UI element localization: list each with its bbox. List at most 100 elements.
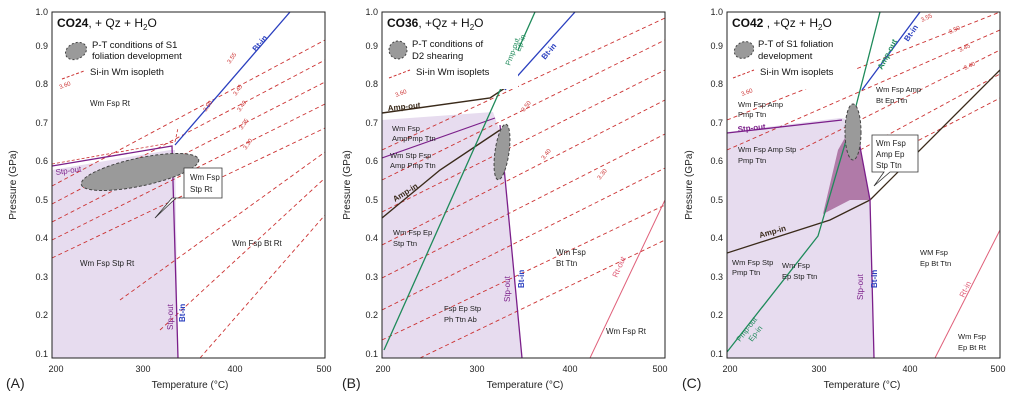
panel-c: 0.1 0.2 0.3 0.4 0.5 0.6 0.7 0.8 0.9 1.0 … (682, 7, 1006, 391)
y-tick: 0.7 (365, 118, 378, 128)
field-label: Wm Stp Fsp (390, 151, 431, 160)
line-label: Stp-out (856, 273, 865, 300)
line-label: Bt-in (540, 41, 559, 61)
x-tick: 300 (811, 364, 826, 374)
y-tick: 0.1 (365, 349, 378, 359)
field-label: Pmp Ttn (738, 156, 766, 165)
callout-text: Stp Rt (190, 185, 213, 194)
y-tick: 0.8 (35, 79, 48, 89)
field-label: Pmp Ttn (738, 110, 766, 119)
y-tick: 0.5 (710, 195, 723, 205)
field-label: Wm Fsp Amp Stp (738, 145, 796, 154)
y-tick: 0.9 (365, 41, 378, 51)
field-label: Stp Ttn (393, 239, 417, 248)
isopleth-label: 3.40 (963, 61, 977, 72)
x-axis-label: Temperature (°C) (824, 380, 901, 391)
y-ticks-b: 0.1 0.2 0.3 0.4 0.5 0.6 0.7 0.8 0.9 1.0 (365, 7, 378, 359)
line-label: Bt-in (178, 304, 187, 322)
legend-ellipse-text: foliation development (92, 51, 182, 62)
y-tick: 0.3 (710, 272, 723, 282)
y-tick: 1.0 (710, 7, 723, 17)
line-label: Rt-out (611, 255, 628, 279)
y-tick: 0.8 (710, 79, 723, 89)
x-tick: 200 (48, 364, 63, 374)
field-label: Bt Ttn (556, 259, 577, 268)
x-ticks-b: 200 300 400 500 (375, 364, 667, 374)
panel-letter: (C) (682, 375, 701, 391)
panel-a: 0.1 0.2 0.3 0.4 0.5 0.6 0.7 0.8 0.9 1.0 … (6, 7, 332, 391)
y-tick: 0.4 (35, 233, 48, 243)
field-label: Wm Fsp (556, 248, 586, 257)
legend-ellipse-text: development (758, 51, 813, 62)
legend-ellipse-text: P-T of S1 foliation (758, 39, 833, 50)
callout-text: Stp Ttn (876, 161, 902, 170)
y-axis-label: Pressure (GPa) (684, 150, 695, 219)
x-tick: 300 (135, 364, 150, 374)
y-tick: 0.8 (365, 79, 378, 89)
y-tick: 1.0 (365, 7, 378, 17)
legend-isopleth-text: Si-in Wm isoplets (416, 67, 490, 78)
line-label: Bt-in (517, 270, 526, 288)
x-tick: 400 (227, 364, 242, 374)
isopleth-label: 3.40 (541, 148, 553, 161)
x-axis-label: Temperature (°C) (152, 380, 229, 391)
panel-b: 0.1 0.2 0.3 0.4 0.5 0.6 0.7 0.8 0.9 1.0 … (342, 7, 668, 391)
y-axis-label: Pressure (GPa) (342, 150, 353, 219)
panel-title: CO42 , +Qz + H2O (732, 16, 832, 32)
line-label: Bt-in (902, 23, 920, 43)
x-tick: 500 (652, 364, 667, 374)
y-tick: 0.1 (710, 349, 723, 359)
y-tick: 0.2 (710, 310, 723, 320)
field-label: Wm Fsp Rt (90, 99, 131, 108)
field-label: Wm Fsp Rt (606, 327, 647, 336)
y-tick: 0.6 (365, 156, 378, 166)
y-ticks-c: 0.1 0.2 0.3 0.4 0.5 0.6 0.7 0.8 0.9 1.0 (710, 7, 723, 359)
y-tick: 0.2 (365, 310, 378, 320)
y-tick: 0.4 (365, 233, 378, 243)
callout-text: Wm Fsp (876, 139, 906, 148)
field-label: Ep Bt Rt (958, 343, 987, 352)
callout-text: Amp Ep (876, 150, 905, 159)
y-tick: 0.9 (35, 41, 48, 51)
x-ticks-a: 200 300 400 500 (48, 364, 331, 374)
y-tick: 0.4 (710, 233, 723, 243)
line-label: Bt-in (870, 270, 879, 288)
line-label: Bt-in (251, 33, 270, 53)
x-tick: 400 (902, 364, 917, 374)
isopleth-label: 3.45 (233, 84, 245, 98)
field-label: Ph Ttn Ab (444, 315, 477, 324)
y-ticks-a: 0.1 0.2 0.3 0.4 0.5 0.6 0.7 0.8 0.9 1.0 (35, 7, 48, 359)
field-label: Wm Fsp Ep (393, 228, 432, 237)
line-label: Stp-out (166, 303, 175, 330)
x-tick: 500 (990, 364, 1005, 374)
y-tick: 0.7 (35, 118, 48, 128)
y-tick: 0.1 (35, 349, 48, 359)
panel-title: CO36, +Qz + H2O (387, 16, 484, 32)
legend-isopleth-text: Si-in Wm isopleth (90, 67, 164, 78)
field-label: Pmp Ttn (732, 268, 760, 277)
y-tick: 0.6 (35, 156, 48, 166)
s1-ellipse (845, 104, 861, 160)
panel-letter: (A) (6, 375, 25, 391)
x-axis-label: Temperature (°C) (487, 380, 564, 391)
line-label: Stp-out (503, 275, 512, 302)
field-label: Wm Fsp (958, 332, 986, 341)
isopleth-label: 3.60 (395, 89, 409, 99)
y-tick: 0.3 (35, 272, 48, 282)
field-label: Ep Stp Ttn (782, 272, 817, 281)
field-label: Wm Fsp Stp Rt (80, 259, 135, 268)
isopleth-label: 3.35 (239, 118, 251, 132)
x-tick: 500 (316, 364, 331, 374)
legend-ellipse-text: P-T conditions of S1 (92, 40, 177, 51)
panel-letter: (B) (342, 375, 361, 391)
isopleth-label: 3.50 (521, 100, 533, 113)
y-axis-label: Pressure (GPa) (8, 150, 19, 219)
x-ticks-c: 200 300 400 500 (722, 364, 1005, 374)
callout-text: Wm Fsp (190, 173, 220, 182)
line-label: Rt-in (958, 280, 973, 299)
field-label: Wm Fsp Amp (738, 100, 783, 109)
legend-ellipse-text: P-T conditions of (412, 39, 483, 50)
field-label: Wm Fsp Amp (876, 85, 921, 94)
y-tick: 0.7 (710, 118, 723, 128)
